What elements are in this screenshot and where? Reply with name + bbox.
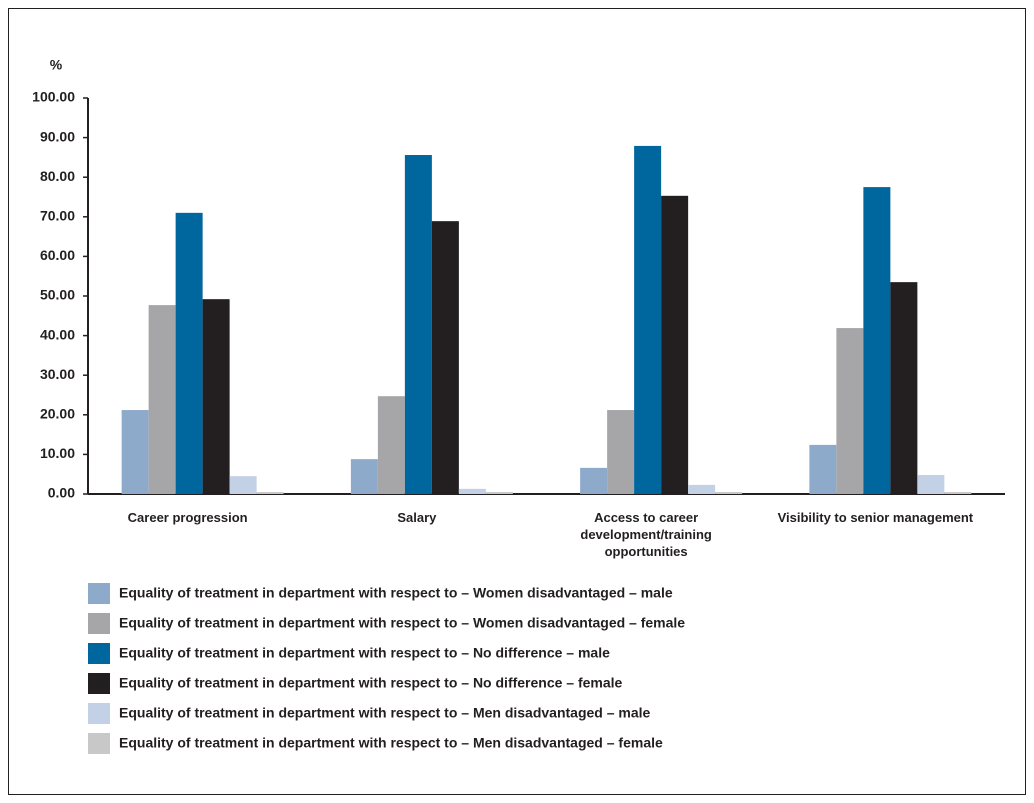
y-tick-label: 0.00 [48,485,75,501]
y-tick-label: 80.00 [40,168,75,184]
bar [607,410,635,494]
y-tick-label: 40.00 [40,326,75,342]
y-tick-label: 30.00 [40,366,75,382]
bar [121,410,149,494]
bar [580,467,608,494]
y-tick-label: 70.00 [40,208,75,224]
bar [634,145,662,494]
x-tick-label: Access to career development/training op… [580,510,712,559]
bar [836,328,864,494]
legend-label: Equality of treatment in department with… [119,615,685,631]
bar [863,187,891,494]
bar [809,444,837,494]
frame [8,8,1026,795]
legend-swatch [88,673,110,694]
bar [890,282,918,494]
y-axis-label: % [50,57,63,73]
bar [175,212,203,494]
legend-label: Equality of treatment in department with… [119,705,651,721]
legend-label: Equality of treatment in department with… [119,735,663,751]
y-tick-label: 20.00 [40,406,75,422]
legend-swatch [88,613,110,634]
y-tick-label: 60.00 [40,247,75,263]
y-tick-label: 50.00 [40,287,75,303]
bar [661,195,689,494]
bar [944,492,972,494]
legend-swatch [88,583,110,604]
legend-label: Equality of treatment in department with… [119,675,623,691]
x-tick-label: Career progression [127,510,248,525]
y-tick-label: 100.00 [32,89,75,105]
bar [917,474,945,494]
bar [202,299,230,494]
bar [715,492,743,494]
bar [377,396,405,494]
legend-label: Equality of treatment in department with… [119,645,610,661]
x-tick-label: Visibility to senior management [777,510,974,525]
x-tick-label: Salary [397,510,437,525]
bar [485,492,513,494]
bar [404,155,432,495]
bar [148,305,176,494]
bar [458,488,486,494]
bar [256,492,284,494]
legend-label: Equality of treatment in department with… [119,585,673,601]
bar [431,221,459,494]
legend-swatch [88,703,110,724]
bar [350,459,378,494]
bar [688,484,716,494]
legend-swatch [88,733,110,754]
legend-swatch [88,643,110,664]
y-tick-label: 90.00 [40,128,75,144]
y-tick-label: 10.00 [40,445,75,461]
bar [229,476,257,494]
